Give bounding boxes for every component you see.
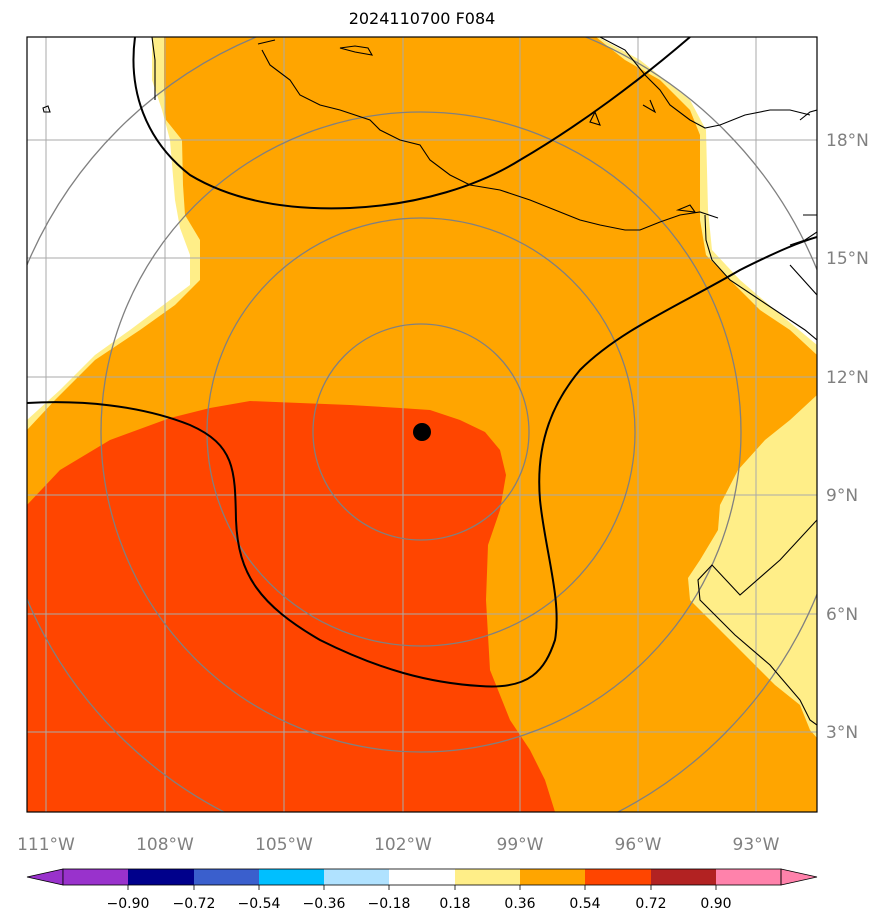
lon-label: 108°W [136, 835, 194, 855]
lat-label: 12°N [826, 368, 869, 388]
colorbar-label: −0.54 [238, 896, 281, 912]
lat-label: 15°N [826, 249, 869, 269]
colorbar-frame [62, 868, 782, 886]
colorbar-label: 0.72 [635, 896, 666, 912]
lat-label: 9°N [826, 486, 858, 506]
colorbar-label: 0.36 [504, 896, 535, 912]
latitude-labels: 18°N 15°N 12°N 9°N 6°N 3°N [826, 131, 869, 743]
colorbar-segment [651, 869, 716, 885]
contour-lines [27, 37, 817, 688]
colorbar-segment [324, 869, 389, 885]
colorbar-extend-left [26, 868, 64, 886]
colorbar-label: 0.54 [569, 896, 600, 912]
lon-label: 96°W [615, 835, 662, 855]
storm-center-marker [413, 423, 431, 441]
colorbar: −0.90 −0.72 −0.54 −0.36 −0.18 0.18 0.36 … [26, 868, 818, 912]
lon-label: 111°W [17, 835, 75, 855]
colorbar-extend-right [780, 868, 818, 886]
range-rings [27, 37, 817, 812]
colorbar-segment [389, 869, 455, 885]
coastline [42, 37, 817, 726]
colorbar-segment [63, 869, 128, 885]
map-area [27, 37, 817, 812]
lon-label: 105°W [255, 835, 313, 855]
colorbar-segment [128, 869, 194, 885]
lat-label: 3°N [826, 723, 858, 743]
colorbar-segment [455, 869, 520, 885]
map-frame [26, 36, 818, 813]
lon-label: 102°W [374, 835, 432, 855]
colorbar-label: 0.18 [439, 896, 470, 912]
colorbar-segment [585, 869, 651, 885]
lon-label: 93°W [733, 835, 780, 855]
lon-label: 99°W [497, 835, 544, 855]
colorbar-label: 0.90 [700, 896, 731, 912]
colorbar-segment [259, 869, 324, 885]
colorbar-label: −0.18 [368, 896, 411, 912]
colorbar-label: −0.36 [303, 896, 346, 912]
colorbar-segment [194, 869, 259, 885]
anomaly-region-0.54 [27, 401, 555, 812]
colorbar-label: −0.90 [107, 896, 150, 912]
lat-label: 18°N [826, 131, 869, 151]
longitude-labels: 111°W 108°W 105°W 102°W 99°W 96°W 93°W [17, 835, 780, 855]
colorbar-segment [716, 869, 781, 885]
map-title: 2024110700 F084 [348, 9, 496, 28]
lat-label: 6°N [826, 605, 858, 625]
colorbar-segment [520, 869, 585, 885]
colorbar-label: −0.72 [173, 896, 216, 912]
